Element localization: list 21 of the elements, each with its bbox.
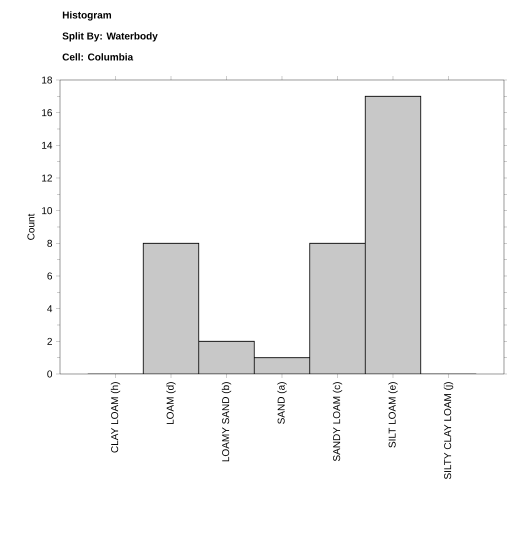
y-tick-label: 0 <box>47 370 52 378</box>
y-tick-label: 8 <box>47 240 52 247</box>
y-tick-label: 16 <box>42 109 52 116</box>
y-tick-label: 12 <box>42 174 52 182</box>
y-tick-label: 6 <box>47 272 52 280</box>
x-tick-label: LOAM (d) <box>166 382 176 424</box>
y-tick-label: 10 <box>42 207 52 214</box>
text: Cell: Columbia <box>62 53 134 61</box>
x-tick-label: SAND (a) <box>277 382 287 424</box>
x-tick-label: LOAMY SAND (b) <box>222 382 232 462</box>
x-tick-label: SILT LOAM (e) <box>388 382 398 448</box>
x-tick-label: SILTY CLAY LOAM (j) <box>444 382 454 480</box>
chart-title: Histogram <box>62 11 112 21</box>
chart-subtitle: Split By: Waterbody <box>62 32 158 42</box>
y-axis-title: Count <box>27 214 34 240</box>
y-tick-label: 2 <box>47 338 52 345</box>
y-tick-label: 18 <box>42 76 52 84</box>
x-tick-label: SANDY LOAM (c) <box>332 382 342 462</box>
y-tick-label: 14 <box>42 142 52 149</box>
y-tick-label: 4 <box>47 305 52 312</box>
x-tick-label: CLAY LOAM (h) <box>110 382 120 453</box>
